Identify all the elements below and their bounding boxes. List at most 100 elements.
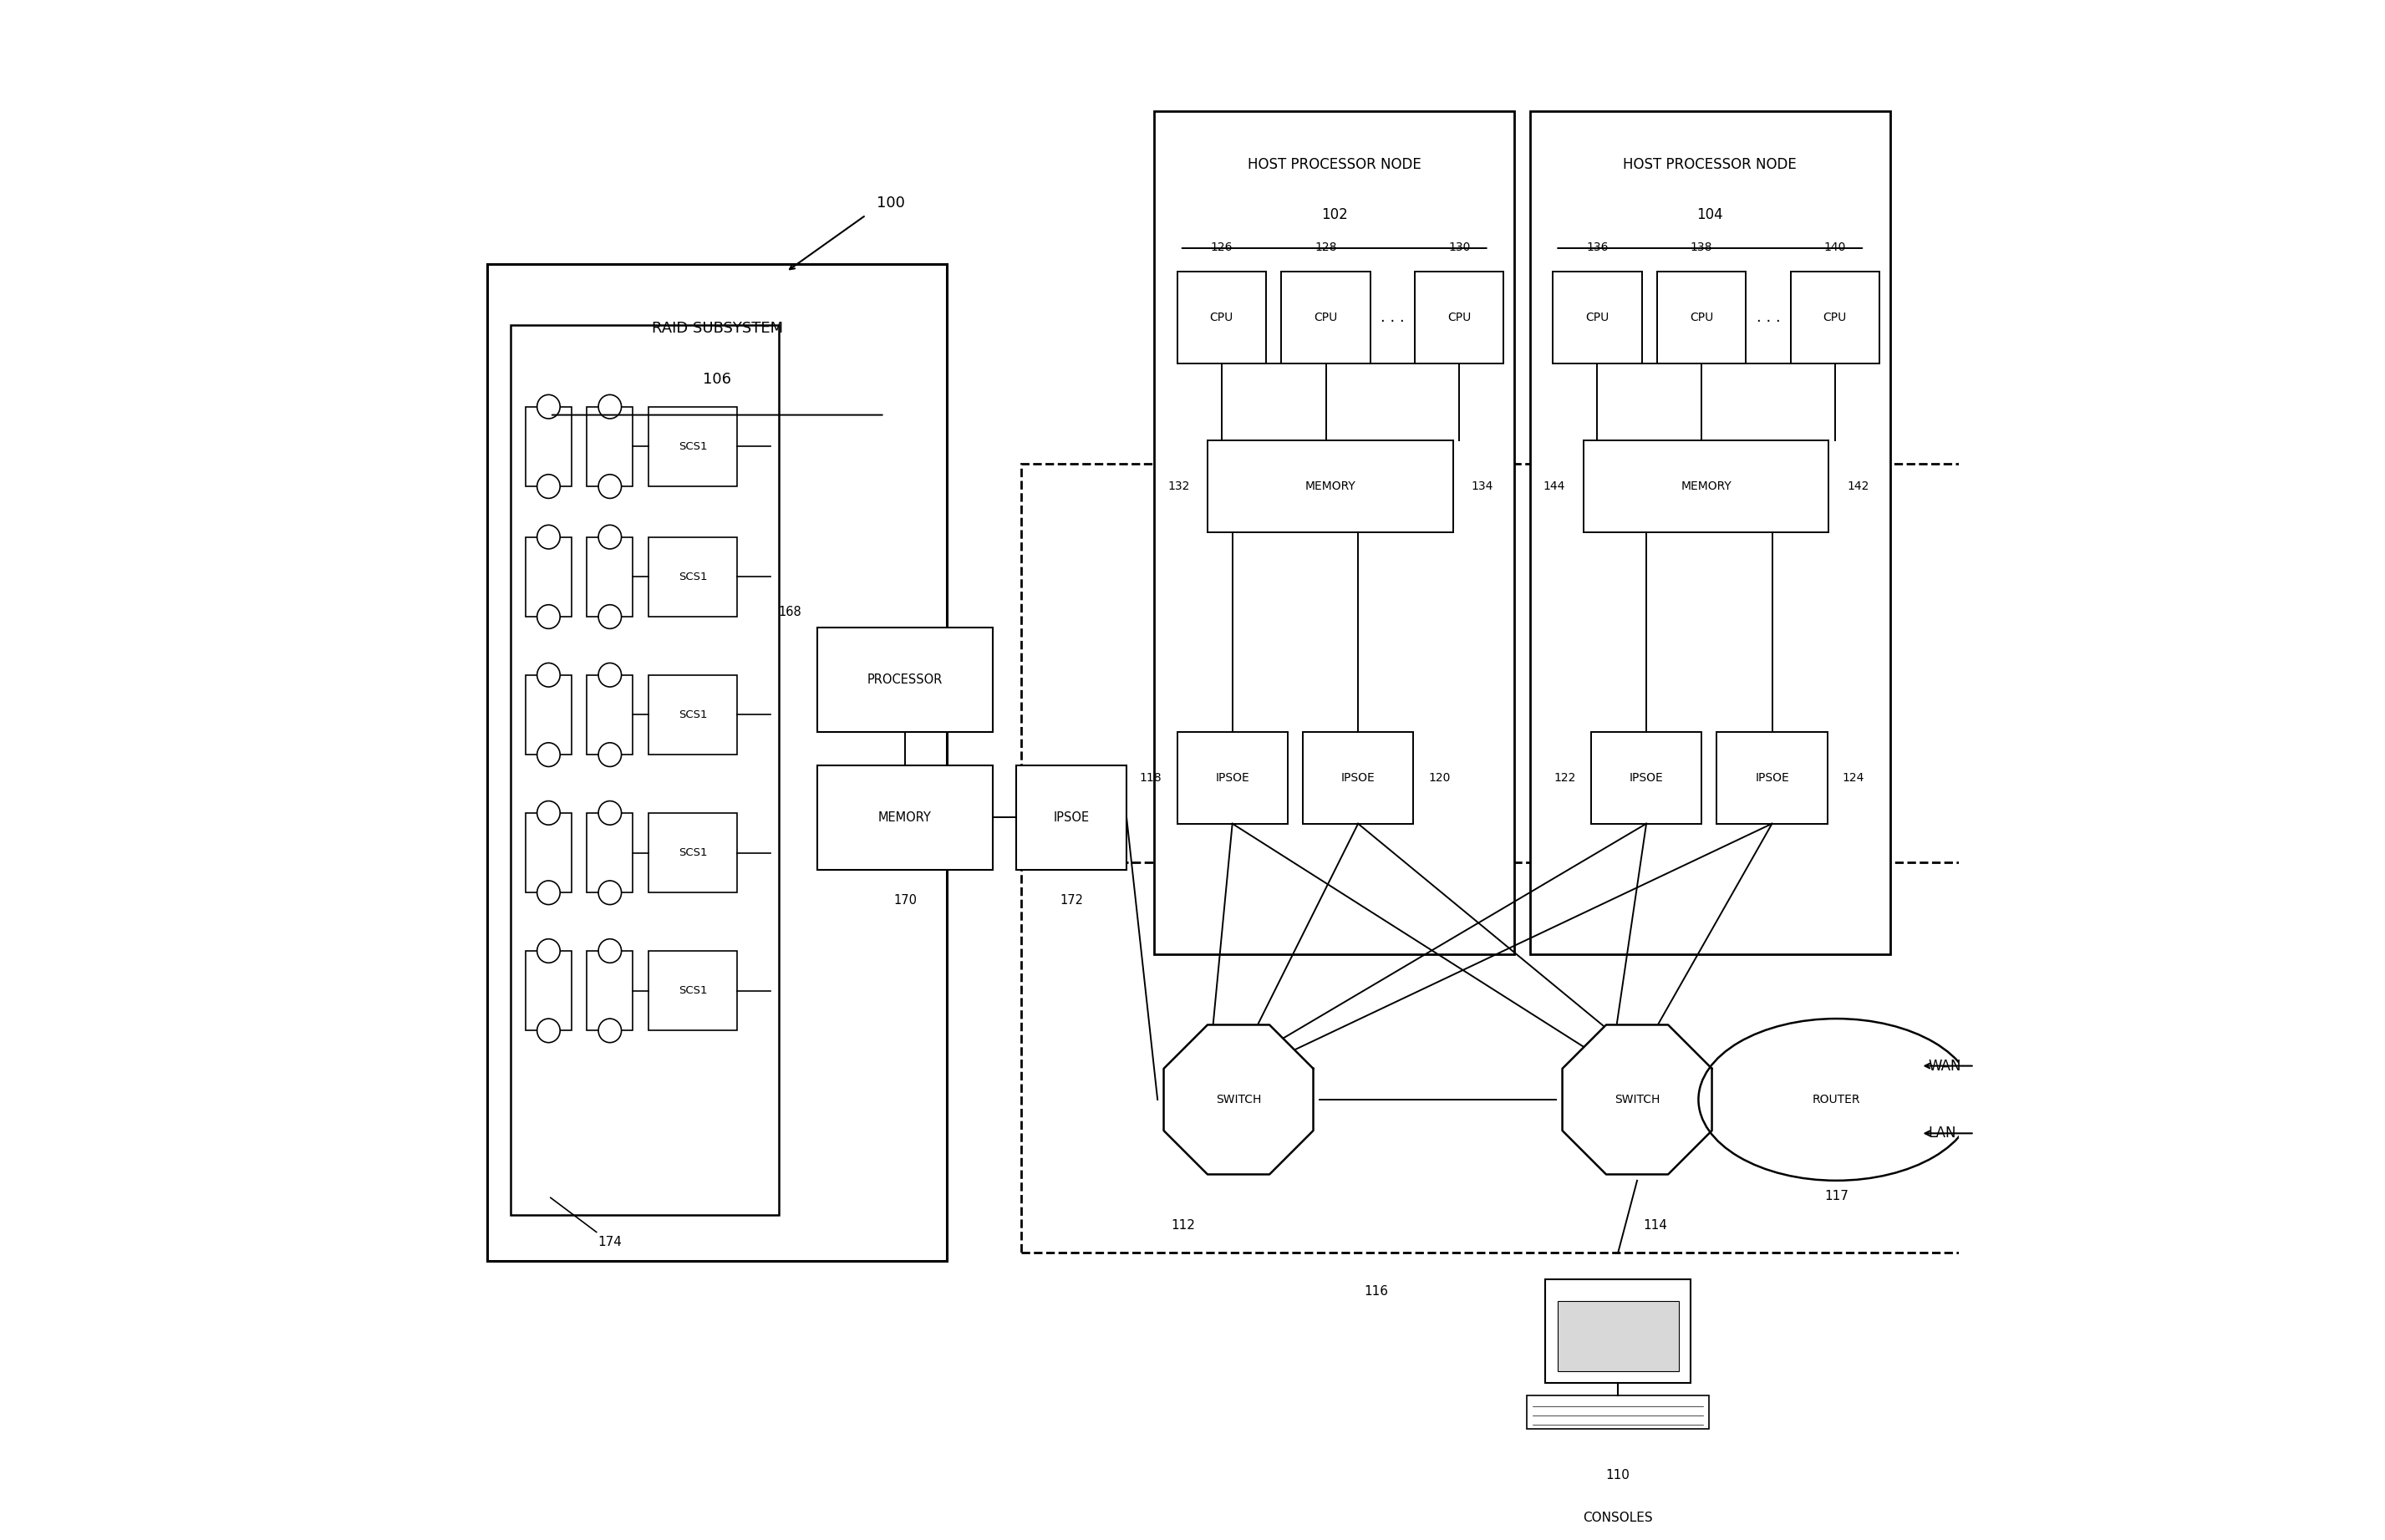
Text: 112: 112 [1171,1220,1195,1232]
FancyBboxPatch shape [649,537,737,616]
Text: 106: 106 [704,371,732,387]
Text: CPU: CPU [1822,313,1846,323]
FancyBboxPatch shape [1302,732,1414,824]
Text: 168: 168 [778,605,801,619]
Text: 114: 114 [1643,1220,1667,1232]
Ellipse shape [599,525,622,548]
FancyBboxPatch shape [1414,271,1503,363]
Text: 104: 104 [1696,208,1722,223]
Text: CONSOLES: CONSOLES [1584,1512,1653,1525]
FancyBboxPatch shape [525,537,572,616]
FancyBboxPatch shape [525,675,572,755]
Text: IPSOE: IPSOE [1340,772,1376,784]
FancyBboxPatch shape [649,950,737,1030]
Text: IPSOE: IPSOE [1755,772,1789,784]
Text: 142: 142 [1846,480,1870,493]
Text: SCS1: SCS1 [677,847,706,858]
FancyBboxPatch shape [1526,1395,1710,1429]
Polygon shape [1164,1024,1314,1175]
FancyBboxPatch shape [1557,1301,1679,1371]
FancyBboxPatch shape [1545,1280,1691,1383]
Text: CPU: CPU [1448,313,1472,323]
Ellipse shape [537,742,560,767]
Ellipse shape [599,474,622,499]
FancyBboxPatch shape [818,627,992,732]
FancyBboxPatch shape [649,407,737,487]
Text: ROUTER: ROUTER [1813,1093,1860,1106]
FancyBboxPatch shape [1584,440,1829,533]
FancyBboxPatch shape [587,675,632,755]
FancyBboxPatch shape [1791,271,1879,363]
Text: IPSOE: IPSOE [1629,772,1662,784]
Ellipse shape [599,664,622,687]
Ellipse shape [537,474,560,499]
Ellipse shape [599,881,622,904]
FancyBboxPatch shape [1658,271,1746,363]
Text: WAN: WAN [1929,1058,1960,1073]
Text: 120: 120 [1429,772,1450,784]
Ellipse shape [599,1018,622,1043]
FancyBboxPatch shape [1207,440,1452,533]
FancyBboxPatch shape [587,813,632,893]
FancyBboxPatch shape [818,765,992,870]
FancyBboxPatch shape [1717,732,1827,824]
Text: 144: 144 [1543,480,1565,493]
Ellipse shape [537,1018,560,1043]
Text: IPSOE: IPSOE [1054,812,1090,824]
Text: CPU: CPU [1209,313,1233,323]
Text: PROCESSOR: PROCESSOR [868,673,942,685]
Text: CPU: CPU [1314,313,1338,323]
Text: RAID SUBSYSTEM: RAID SUBSYSTEM [651,320,782,336]
Ellipse shape [537,881,560,904]
Text: 117: 117 [1825,1190,1848,1203]
Ellipse shape [537,525,560,548]
Text: CPU: CPU [1689,313,1712,323]
Ellipse shape [599,742,622,767]
Text: 110: 110 [1605,1469,1629,1481]
Text: 136: 136 [1586,242,1607,253]
Text: CPU: CPU [1586,313,1610,323]
FancyBboxPatch shape [1154,111,1514,953]
Text: . . .: . . . [1381,310,1405,325]
FancyBboxPatch shape [1178,732,1288,824]
FancyBboxPatch shape [1281,271,1371,363]
Text: 132: 132 [1166,480,1190,493]
FancyBboxPatch shape [649,675,737,755]
FancyBboxPatch shape [1553,271,1641,363]
FancyBboxPatch shape [525,407,572,487]
Text: MEMORY: MEMORY [1305,480,1355,493]
FancyBboxPatch shape [1178,271,1266,363]
Text: 134: 134 [1472,480,1493,493]
FancyBboxPatch shape [1591,732,1701,824]
Text: 172: 172 [1059,895,1083,907]
Ellipse shape [537,801,560,825]
Text: 100: 100 [875,196,904,211]
Text: 130: 130 [1448,242,1469,253]
Text: 128: 128 [1314,242,1338,253]
FancyBboxPatch shape [1529,111,1889,953]
Text: 122: 122 [1553,772,1576,784]
Text: MEMORY: MEMORY [1681,480,1732,493]
Ellipse shape [599,605,622,628]
Text: 140: 140 [1825,242,1846,253]
Text: 118: 118 [1140,772,1161,784]
Ellipse shape [537,394,560,419]
Text: SWITCH: SWITCH [1216,1093,1262,1106]
FancyBboxPatch shape [587,407,632,487]
Text: SCS1: SCS1 [677,571,706,582]
FancyBboxPatch shape [1016,765,1126,870]
Text: SCS1: SCS1 [677,986,706,996]
Ellipse shape [537,605,560,628]
FancyBboxPatch shape [525,950,572,1030]
Ellipse shape [599,394,622,419]
Text: LAN: LAN [1929,1126,1956,1141]
Ellipse shape [537,664,560,687]
Ellipse shape [599,801,622,825]
Text: 138: 138 [1691,242,1712,253]
Polygon shape [1562,1024,1712,1175]
FancyBboxPatch shape [487,263,947,1261]
FancyBboxPatch shape [587,950,632,1030]
FancyBboxPatch shape [510,325,778,1215]
Text: 174: 174 [551,1198,622,1249]
Text: 126: 126 [1212,242,1233,253]
